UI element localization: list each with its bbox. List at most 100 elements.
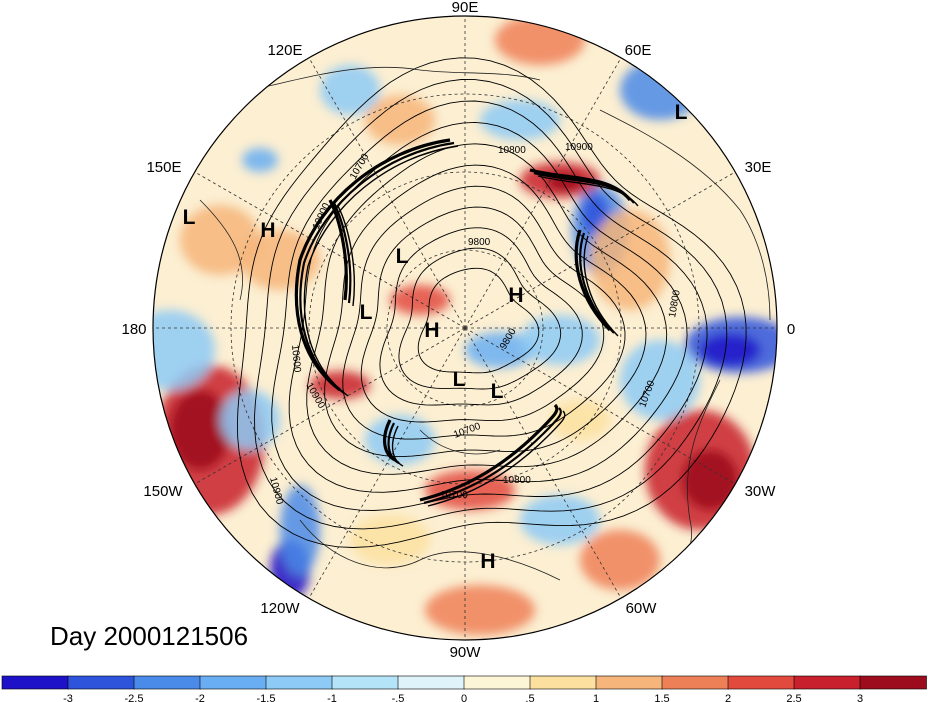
- lon-label-30w: 30W: [745, 483, 777, 500]
- height-contour-line: [306, 143, 668, 475]
- coastline: [199, 199, 243, 301]
- jet-contour-line: [337, 205, 356, 307]
- jet-contour-line: [583, 235, 619, 337]
- jet-contour-line: [574, 229, 612, 332]
- contour-label: 9800: [468, 237, 491, 248]
- colorbar-segment: [727, 675, 795, 690]
- low-pressure-marker: L: [183, 206, 196, 229]
- colorbar-tick-label: -1.5: [257, 693, 276, 702]
- colorbar-tick-label: -1: [327, 693, 337, 702]
- colorbar-segment: [595, 675, 663, 690]
- coastline: [249, 66, 541, 91]
- lon-label-150w: 150W: [143, 483, 183, 500]
- height-contour-line: [417, 267, 540, 374]
- lon-label-90e: 90E: [452, 0, 479, 16]
- high-pressure-marker: H: [260, 219, 275, 242]
- anomaly-blob: [220, 390, 280, 450]
- lon-label-180: 180: [121, 321, 146, 338]
- coastline: [599, 109, 771, 321]
- anomaly-blob: [425, 470, 515, 510]
- height-contour-line: [254, 79, 728, 530]
- jet-contour-line: [579, 232, 615, 334]
- anomaly-blob: [700, 334, 760, 366]
- anomaly-blob: [580, 530, 660, 590]
- lon-label-90w: 90W: [450, 644, 482, 661]
- figure-title: Day 2000121506: [50, 621, 248, 651]
- meridian-line: [464, 327, 622, 599]
- anomaly-blob: [242, 148, 278, 172]
- contour-label: 10800: [498, 145, 526, 156]
- height-contour-line: [324, 164, 647, 458]
- colorbar-tick-label: .5: [525, 693, 534, 702]
- jet-contour-line: [537, 175, 639, 207]
- colorbar-tick-label: 2: [725, 693, 731, 702]
- colorbar-segment: [67, 675, 135, 690]
- colorbar-segment: [463, 675, 531, 690]
- colorbar-segment: [793, 675, 861, 690]
- high-pressure-marker: H: [480, 550, 495, 573]
- jet-contour-line: [328, 199, 348, 301]
- map-boundary: [152, 15, 778, 641]
- jet-contour-line: [419, 403, 559, 502]
- colorbar-tick-label: 2.5: [786, 693, 801, 702]
- colorbar-tick-label: 1: [593, 693, 599, 702]
- colorbar-tick-label: 1.5: [654, 693, 669, 702]
- anomaly-blob: [620, 340, 700, 420]
- lon-label-60w: 60W: [626, 600, 658, 617]
- anomaly-blob: [365, 415, 435, 465]
- anomaly-shading: [153, 16, 777, 635]
- lon-label-120e: 120E: [267, 42, 302, 59]
- jet-contour-line: [333, 202, 352, 304]
- jet-contour-line: [391, 425, 404, 467]
- meridian-line: [464, 327, 736, 485]
- anomaly-blob: [365, 95, 435, 145]
- anomaly-blob: [153, 310, 215, 390]
- jet-contour-line: [427, 410, 566, 507]
- anomaly-blob: [550, 400, 610, 440]
- colorbar-tick-label: -2: [195, 693, 205, 702]
- high-pressure-marker: H: [424, 319, 439, 342]
- lon-label-0: 0: [787, 321, 795, 338]
- anomaly-blob: [280, 485, 320, 575]
- anomaly-blob: [390, 285, 450, 315]
- contour-label: 10700: [440, 490, 468, 501]
- coastline: [299, 519, 561, 581]
- anomaly-blob: [590, 210, 670, 310]
- contour-label: 10800: [667, 289, 683, 319]
- anomaly-blob: [350, 515, 430, 565]
- colorbar-tick-label: -2.5: [125, 693, 144, 702]
- map-disc: [153, 16, 777, 640]
- anomaly-blob: [240, 230, 320, 290]
- anomaly-blob: [620, 60, 700, 120]
- low-pressure-marker: L: [453, 368, 466, 391]
- longitude-labels: 90E 60E 30E 0 30W 60W 90W 120W 150W 180 …: [121, 0, 795, 661]
- contour-label: 10600: [289, 344, 302, 373]
- colorbar-segment: [331, 675, 399, 690]
- jet-contour-line: [294, 138, 451, 392]
- jet-stream-contours: [294, 138, 639, 507]
- colorbar: -3 -2.5 -2 -1.5 -1 -.5 0 .5 1 1.5 2 2.5 3: [1, 675, 927, 702]
- colorbar-segment: [661, 675, 729, 690]
- anomaly-blob: [170, 390, 230, 470]
- jet-contour-line: [299, 141, 455, 394]
- colorbar-segment: [199, 675, 267, 690]
- anomaly-blob: [682, 450, 738, 510]
- pressure-centers: L L L L L L H H H H: [183, 101, 688, 573]
- colorbar-segment: [397, 675, 465, 690]
- colorbar-segment: [529, 675, 597, 690]
- jet-contour-line: [423, 407, 562, 505]
- colorbar-tick-label: -3: [63, 693, 73, 702]
- low-pressure-marker: L: [491, 380, 504, 403]
- lon-label-60e: 60E: [625, 42, 652, 59]
- low-pressure-marker: L: [360, 301, 373, 324]
- colorbar-segment: [133, 675, 201, 690]
- lon-label-120w: 120W: [260, 600, 300, 617]
- contour-label: 10800: [503, 475, 531, 486]
- colorbar-tick-label: -.5: [392, 693, 405, 702]
- lon-label-150e: 150E: [146, 159, 181, 176]
- meridian-line: [194, 171, 466, 329]
- colorbar-segment: [859, 675, 927, 690]
- height-contour-line: [379, 227, 583, 406]
- colorbar-segment: [1, 675, 69, 690]
